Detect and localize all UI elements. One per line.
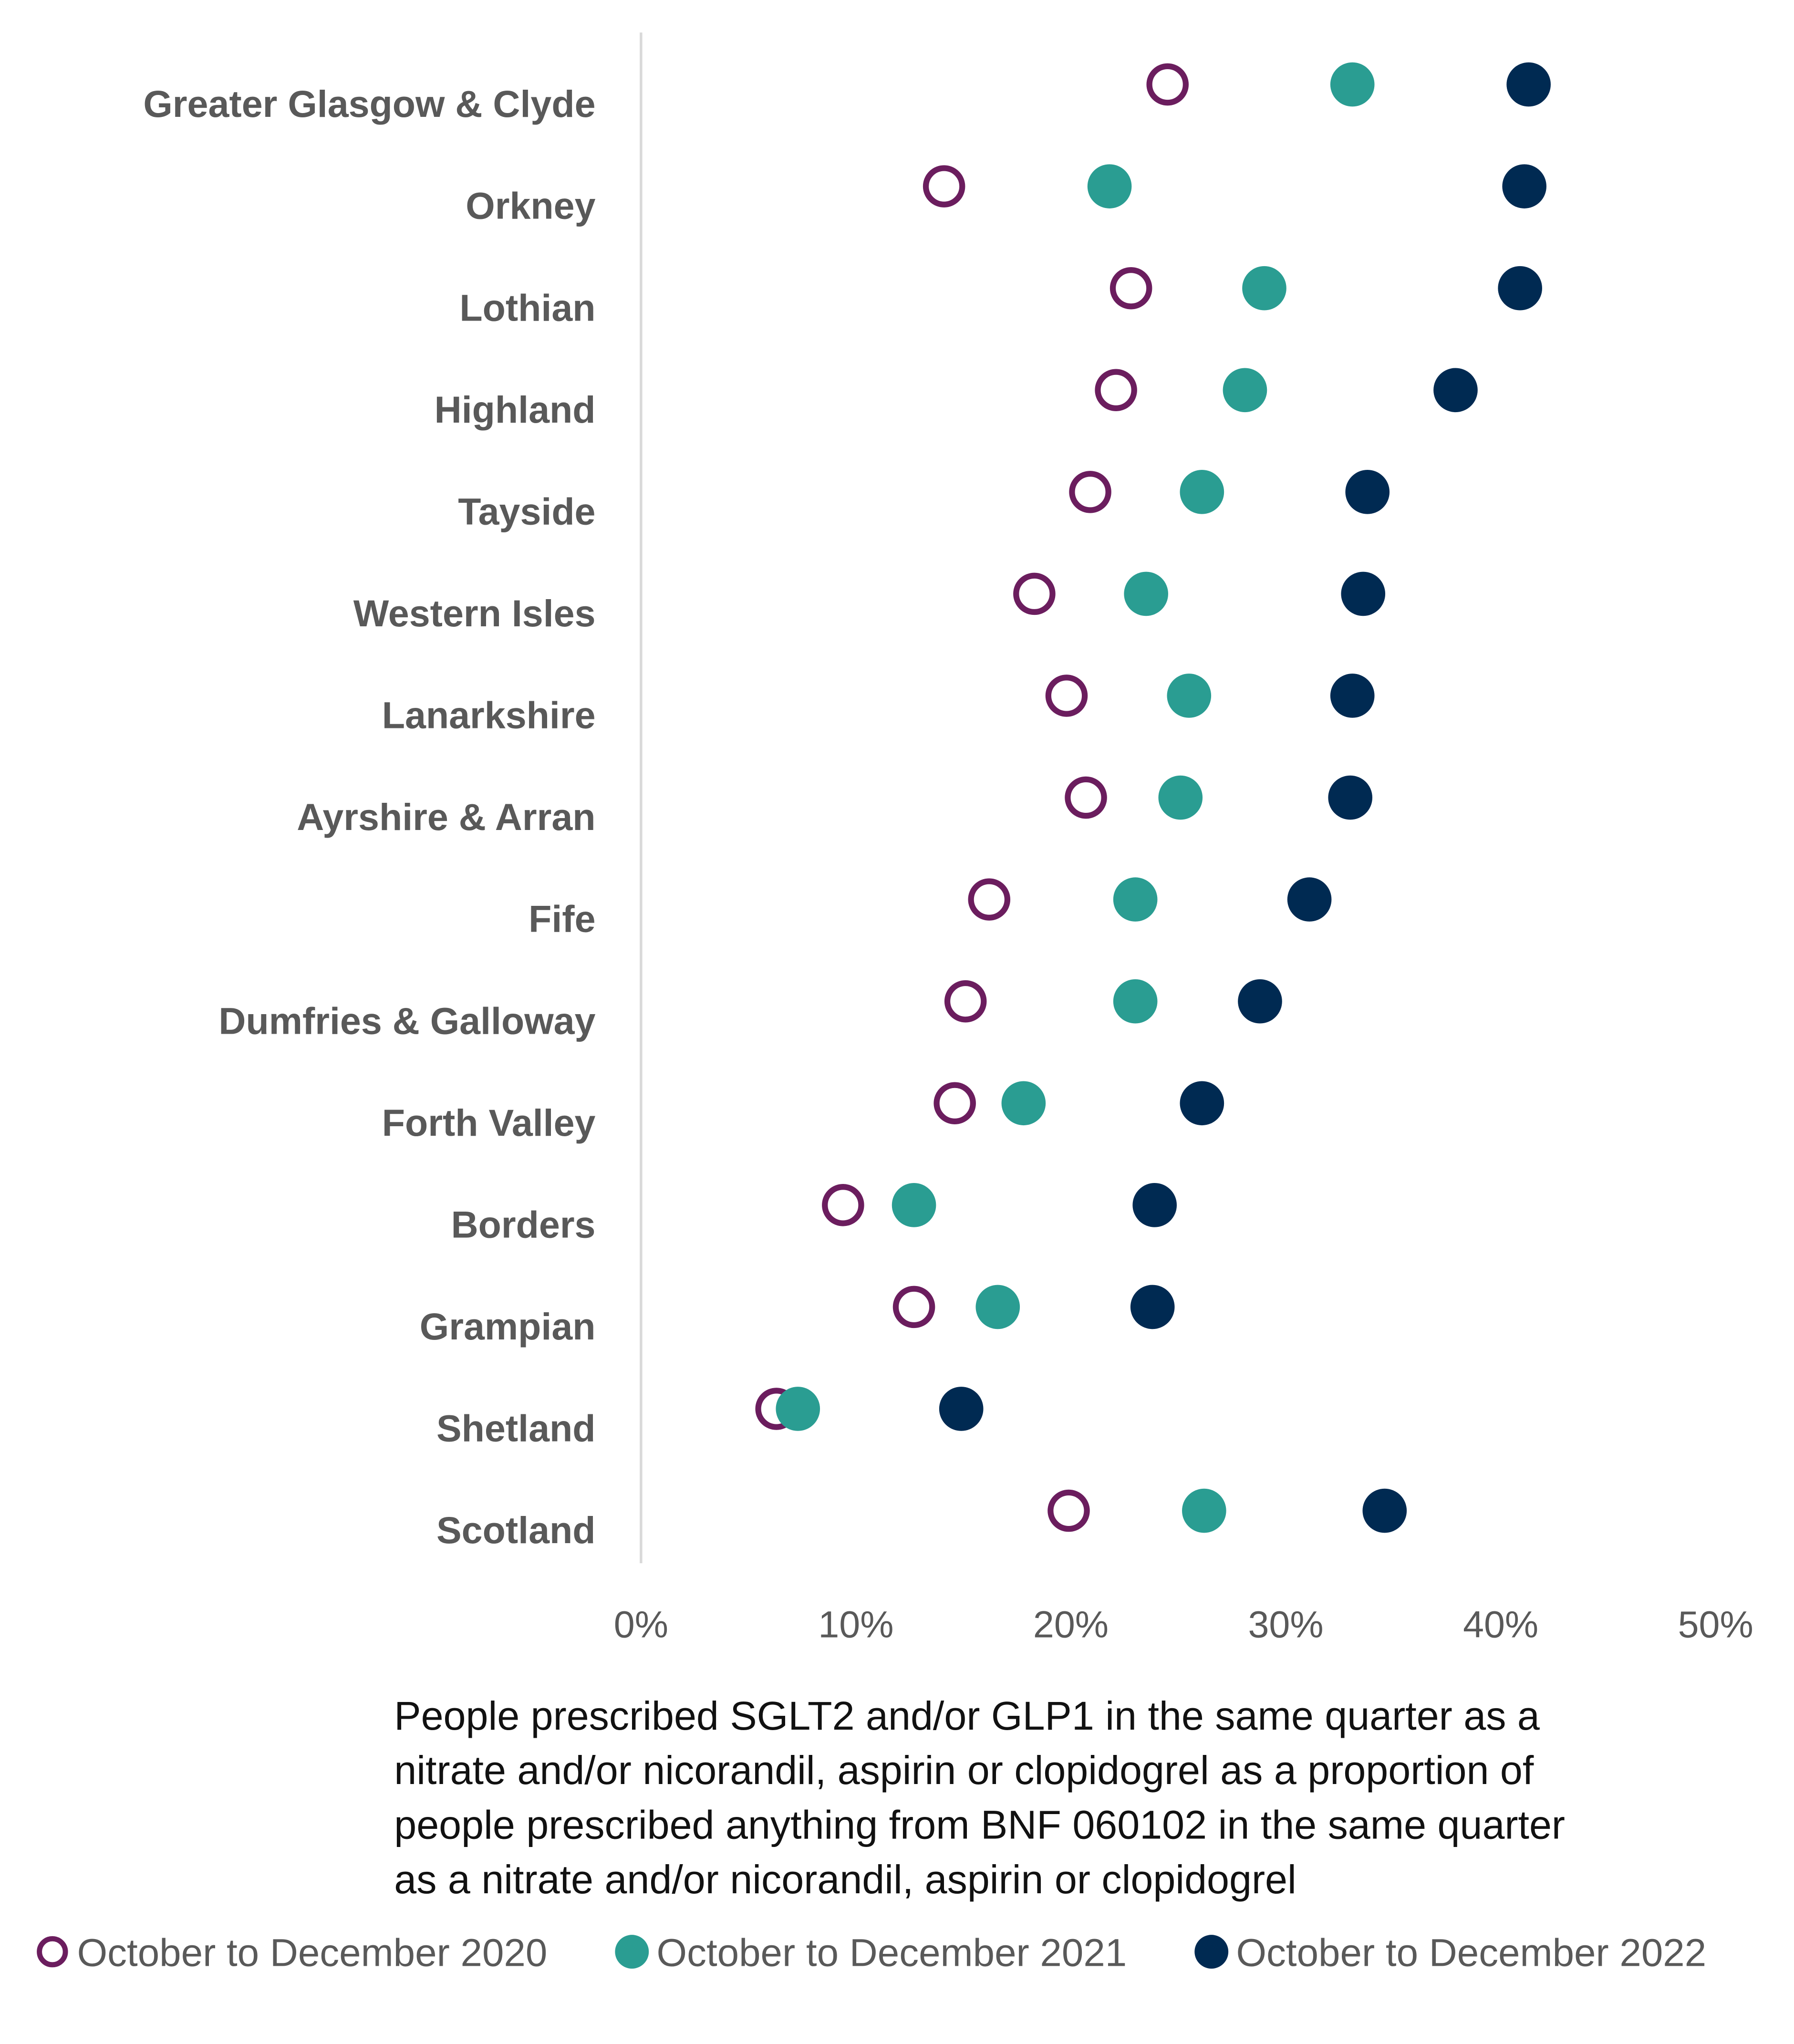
category-label: Scotland (436, 1509, 596, 1551)
data-point-series-1 (1146, 63, 1189, 106)
data-point-series-2 (1158, 775, 1203, 820)
data-point-series-2 (776, 1387, 820, 1431)
data-point-series-3 (1238, 979, 1282, 1024)
legend-label: October to December 2020 (77, 1931, 548, 1975)
data-point-series-1 (892, 1286, 935, 1328)
data-point-series-3 (1287, 877, 1332, 922)
category-label: Lanarkshire (382, 694, 596, 737)
legend-marker-icon (37, 1936, 68, 1968)
data-point-series-1 (1013, 572, 1056, 615)
category-label: Highland (435, 388, 596, 431)
data-point-series-3 (1180, 1081, 1224, 1126)
data-point-series-2 (1113, 877, 1158, 922)
category-label: Fife (529, 898, 595, 940)
data-point-series-3 (1130, 1285, 1175, 1329)
data-point-series-1 (1095, 369, 1137, 412)
data-point-series-2 (1180, 470, 1224, 514)
data-point-series-2 (1182, 1488, 1226, 1533)
x-axis-title: as a nitrate and/or nicorandil, aspirin … (394, 1857, 1296, 1902)
data-point-series-1 (1065, 776, 1107, 819)
legend-marker-icon (1194, 1935, 1229, 1969)
x-axis-title: People prescribed SGLT2 and/or GLP1 in t… (394, 1693, 1540, 1738)
data-point-series-3 (939, 1387, 984, 1431)
data-point-series-1 (1110, 267, 1152, 310)
data-point-series-3 (1433, 368, 1478, 413)
data-point-series-2 (1001, 1081, 1046, 1126)
category-label: Forth Valley (382, 1101, 596, 1144)
data-point-series-2 (1242, 266, 1286, 311)
data-point-series-1 (968, 878, 1011, 921)
x-axis-title: nitrate and/or nicorandil, aspirin or cl… (394, 1748, 1534, 1793)
data-point-series-2 (1223, 368, 1267, 413)
data-point-series-3 (1362, 1488, 1407, 1533)
category-label: Ayrshire & Arran (297, 796, 595, 838)
data-point-series-3 (1345, 470, 1390, 514)
x-tick-label: 10% (818, 1603, 893, 1645)
data-point-series-2 (975, 1285, 1020, 1329)
data-point-series-1 (923, 165, 965, 208)
data-point-series-3 (1498, 266, 1542, 311)
x-tick-label: 20% (1033, 1603, 1109, 1645)
category-label: Dumfries & Galloway (218, 999, 595, 1042)
data-point-series-2 (1087, 164, 1132, 208)
data-point-series-3 (1502, 164, 1546, 208)
data-point-series-3 (1132, 1183, 1177, 1227)
category-label: Greater Glasgow & Clyde (143, 83, 595, 125)
legend-marker-icon (615, 1935, 649, 1969)
data-point-series-1 (933, 1082, 976, 1125)
data-point-series-1 (1045, 674, 1088, 717)
category-label: Grampian (420, 1305, 596, 1348)
category-label: Orkney (466, 185, 595, 227)
x-axis-title: people prescribed anything from BNF 0601… (394, 1803, 1565, 1847)
data-point-series-2 (1124, 571, 1168, 616)
data-point-series-3 (1506, 62, 1551, 107)
category-label: Tayside (458, 490, 595, 532)
category-label: Borders (451, 1203, 596, 1245)
x-tick-label: 40% (1463, 1603, 1538, 1645)
x-tick-label: 0% (614, 1603, 668, 1645)
data-point-series-1 (944, 980, 987, 1023)
x-tick-label: 30% (1248, 1603, 1324, 1645)
data-point-series-3 (1328, 775, 1373, 820)
data-point-series-1 (1047, 1489, 1090, 1532)
data-point-series-2 (1330, 62, 1375, 107)
category-label: Lothian (459, 286, 595, 329)
data-point-series-2 (1167, 674, 1212, 718)
x-tick-label: 50% (1678, 1603, 1753, 1645)
data-point-series-3 (1341, 571, 1386, 616)
data-point-series-1 (822, 1184, 864, 1226)
data-point-series-3 (1330, 674, 1375, 718)
data-point-series-2 (1113, 979, 1158, 1024)
legend-label: October to December 2022 (1236, 1931, 1706, 1975)
category-label: Western Isles (353, 592, 596, 634)
data-point-series-2 (892, 1183, 936, 1227)
data-point-series-1 (1069, 471, 1111, 513)
category-label: Shetland (436, 1407, 596, 1450)
legend-label: October to December 2021 (657, 1931, 1127, 1975)
